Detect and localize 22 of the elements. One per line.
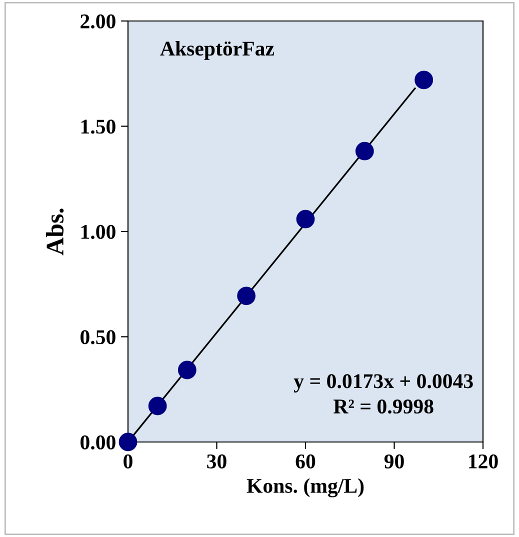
x-tick-label: 120 — [469, 454, 498, 468]
annotation: R² = 0.9998 — [334, 399, 434, 414]
text: AkseptörFaz — [160, 41, 274, 60]
point — [237, 286, 256, 306]
point — [296, 210, 315, 228]
x-tick-label: 60 — [296, 454, 316, 468]
point — [118, 432, 138, 452]
x-tick-label: 90 — [384, 454, 404, 468]
y-tick-label: 0.00 — [80, 435, 116, 450]
point — [178, 360, 196, 380]
y-tick-label: 1.50 — [81, 120, 116, 134]
y-tick-label: 0.50 — [80, 330, 116, 344]
x-tick-label: 30 — [207, 454, 226, 468]
y-axis-title: Abs. — [46, 208, 64, 256]
x-axis-title: Kons. (mg/L) — [246, 478, 364, 498]
point — [148, 396, 167, 416]
point — [414, 70, 434, 90]
point — [355, 142, 374, 160]
x-tick-label: 0 — [124, 454, 132, 468]
annotation: y = 0.0173x + 0.0043 — [294, 374, 473, 393]
y-tick-label: 2.00 — [80, 14, 116, 29]
y-tick-label: 1.00 — [81, 224, 116, 240]
